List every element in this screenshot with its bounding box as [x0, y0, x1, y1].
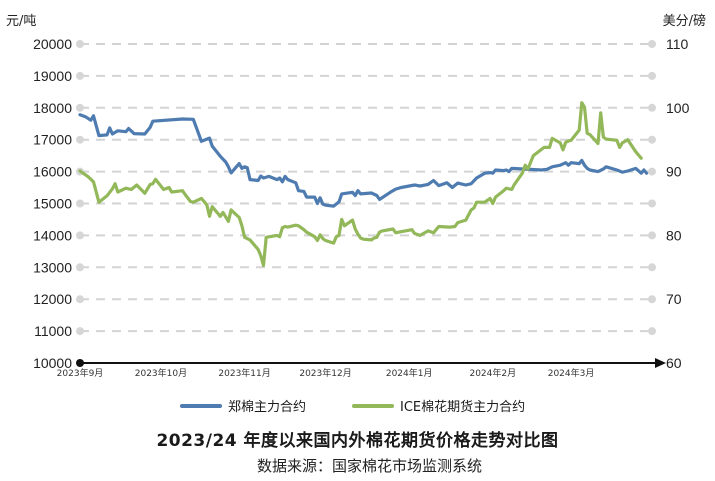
grid-dot-right	[648, 327, 656, 336]
grid-dot-right	[648, 103, 656, 112]
grid-dot-right	[648, 135, 656, 144]
grid-dot-right	[648, 167, 656, 176]
x-tick-label: 2024年2月	[469, 367, 516, 379]
grid-dot-left	[76, 199, 84, 208]
left-tick-label: 13000	[33, 259, 72, 275]
grid-lines	[76, 40, 656, 336]
x-axis-start-dot	[76, 359, 84, 367]
left-tick-label: 20000	[33, 36, 72, 52]
right-axis-ticks: 60 70 80 90 100 110	[666, 36, 690, 371]
right-tick-label: 100	[666, 100, 690, 116]
legend-label-zce: 郑棉主力合约	[228, 400, 307, 415]
grid-dot-right	[648, 263, 656, 272]
x-axis-arrow	[655, 358, 666, 368]
grid-dot-left	[76, 295, 84, 304]
grid-dot-left	[76, 40, 84, 48]
left-axis-ticks: 10000 11000 12000 13000 14000 15000 16000 17000…	[33, 36, 72, 371]
series-line-ice	[78, 101, 643, 267]
right-tick-label: 110	[666, 36, 689, 52]
x-tick-label: 2023年11月	[218, 367, 270, 379]
series-group	[78, 101, 649, 267]
left-tick-label: 12000	[33, 291, 72, 307]
left-tick-label: 16000	[33, 164, 72, 180]
right-tick-label: 90	[666, 164, 682, 180]
legend-swatch-ice	[352, 403, 394, 408]
legend-label-ice: ICE棉花期货主力合约	[400, 400, 526, 415]
left-tick-label: 14000	[33, 227, 72, 243]
grid-dot-left	[76, 327, 84, 336]
series-line-zce	[78, 113, 649, 208]
left-tick-label: 17000	[33, 132, 72, 148]
right-axis-unit: 美分/磅	[663, 13, 706, 29]
right-tick-label: 60	[666, 355, 682, 371]
grid-dot-left	[76, 103, 84, 112]
grid-dot-right	[648, 295, 656, 304]
left-tick-label: 19000	[33, 68, 72, 84]
legend-item-zce: 郑棉主力合约	[180, 396, 306, 415]
legend: 郑棉主力合约 ICE棉花期货主力合约	[0, 396, 715, 416]
grid-dot-left	[76, 71, 84, 80]
left-tick-label: 11000	[34, 323, 72, 339]
grid-dot-right	[648, 231, 656, 240]
x-tick-label: 2023年12月	[299, 367, 351, 379]
chart-title: 2023/24 年度以来国内外棉花期货价格走势对比图	[156, 431, 559, 451]
chart-svg: 10000 11000 12000 13000 14000 15000 16000 17000…	[6, 13, 706, 379]
grid-dot-right	[648, 40, 656, 48]
left-tick-label: 15000	[33, 196, 72, 212]
grid-dot-right	[648, 71, 656, 80]
grid-dot-left	[76, 135, 84, 144]
left-axis-unit: 元/吨	[6, 14, 36, 29]
right-tick-label: 80	[666, 227, 682, 243]
x-tick-label: 2024年1月	[386, 367, 433, 379]
legend-swatch-zce	[180, 403, 222, 408]
right-tick-label: 70	[666, 291, 682, 307]
left-tick-label: 18000	[33, 100, 72, 116]
grid-dot-right	[648, 199, 656, 208]
grid-dot-left	[76, 231, 84, 240]
chart-source: 数据来源：国家棉花市场监测系统	[256, 457, 482, 475]
x-tick-label: 2023年9月	[57, 367, 104, 379]
x-tick-label: 2023年10月	[135, 367, 187, 379]
left-tick-label: 10000	[33, 355, 72, 371]
x-axis: 2023年9月 2023年10月 2023年11月 2023年12月 2024年1月 20…	[57, 358, 666, 379]
legend-item-ice: ICE棉花期货主力合约	[352, 396, 525, 415]
x-tick-label: 2024年3月	[548, 367, 595, 379]
grid-dot-left	[76, 263, 84, 272]
